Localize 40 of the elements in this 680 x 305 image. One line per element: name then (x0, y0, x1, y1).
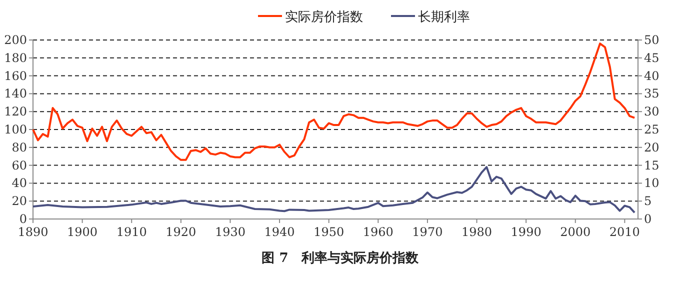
y-tick-label: 160 (4, 68, 27, 83)
y-tick-label: 100 (4, 122, 27, 136)
x-tick-label: 1900 (67, 225, 98, 239)
legend-label: 长期利率 (418, 9, 470, 25)
x-tick-label: 2000 (560, 225, 591, 239)
y-tick-label: 140 (4, 86, 27, 101)
y2-tick-label: 45 (644, 50, 660, 65)
x-tick-label: 1940 (264, 225, 295, 239)
y2-tick-label: 0 (644, 212, 652, 226)
x-tick-label: 1890 (18, 225, 48, 239)
line-series (32, 42, 636, 161)
x-tick-label: 1990 (510, 225, 542, 239)
x-tick-label: 1920 (166, 225, 196, 239)
y2-tick-label: 30 (644, 104, 660, 119)
y2-tick-label: 50 (644, 33, 660, 47)
y-tick-label: 40 (12, 176, 27, 190)
y2-tick-label: 10 (644, 176, 660, 190)
x-tick-label: 1980 (461, 225, 492, 239)
y-tick-label: 200 (4, 33, 27, 47)
y-tick-label: 60 (12, 158, 27, 172)
text: 图 7 利率与实际房价指数 (262, 250, 420, 266)
y2-tick-label: 35 (644, 86, 660, 101)
y-tick-label: 180 (4, 50, 27, 65)
y-tick-label: 20 (12, 194, 27, 208)
y2-tick-label: 25 (644, 122, 660, 136)
y-tick-label: 0 (19, 212, 27, 226)
y2-tick-label: 20 (644, 140, 660, 154)
x-tick-label: 1910 (116, 225, 147, 239)
line-series (32, 166, 636, 214)
y2-tick-label: 15 (644, 158, 660, 172)
y-tick-label: 120 (4, 104, 27, 119)
legend-label: 实际房价指数 (285, 9, 363, 25)
y2-tick-label: 5 (644, 194, 652, 208)
x-tick-label: 1930 (214, 225, 246, 239)
x-tick-label: 1960 (362, 225, 394, 239)
x-tick-label: 1950 (314, 225, 344, 239)
y-tick-label: 80 (12, 140, 27, 154)
x-tick-label: 1970 (412, 225, 443, 239)
x-tick-label: 2010 (609, 225, 640, 239)
y2-tick-label: 40 (644, 68, 660, 83)
